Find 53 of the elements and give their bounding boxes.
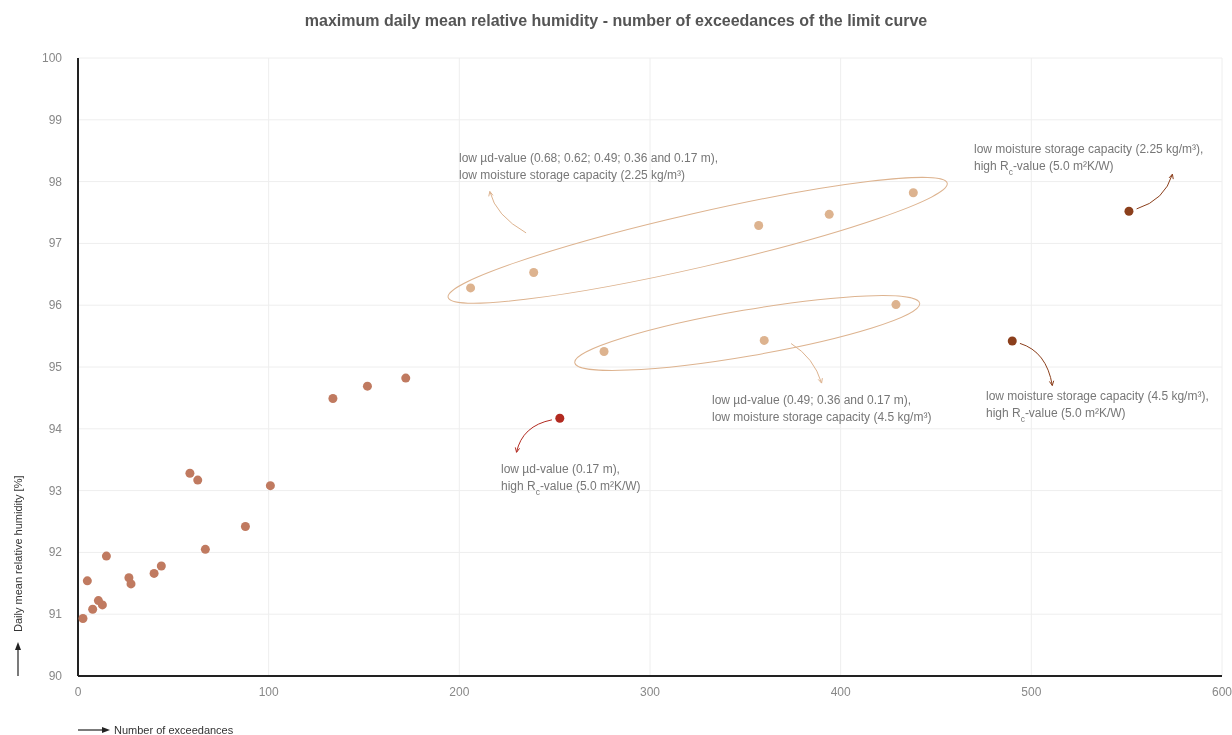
y-tick-label: 98	[48, 174, 63, 189]
y-tick-label: 92	[48, 545, 63, 560]
point	[1124, 206, 1134, 216]
y-tick-label: 90	[48, 669, 63, 683]
y-tick-label: 93	[48, 483, 63, 498]
x-axis-title: Number of exceedances	[114, 724, 234, 735]
y-tick-label: 100	[41, 51, 63, 65]
x-tick-label: 100	[258, 685, 279, 699]
point	[97, 600, 107, 610]
annotation: low µd-value (0.49; 0.36 and 0.17 m), low moisture storage capacity (4.5 kg/m³)	[712, 393, 932, 424]
y-tick-label: 99	[48, 112, 63, 127]
point	[328, 394, 338, 404]
x-tick-label: 300	[639, 685, 661, 699]
point	[555, 413, 565, 423]
point	[200, 544, 210, 554]
point	[193, 475, 203, 485]
point	[156, 561, 166, 571]
point	[78, 614, 88, 624]
point	[101, 551, 111, 561]
point	[759, 335, 769, 345]
point	[891, 300, 901, 310]
point	[824, 209, 834, 219]
point	[126, 579, 136, 589]
annotation: low moisture storage capacity (4.5 kg/m³), high R$_{c}$-value (5.0 m²K/W)	[986, 389, 1209, 424]
annotation: low µd-value (0.68; 0.62; 0.49; 0.36 and 0.17 m), low moisture storage capacity (2.25 kg/m³)	[459, 151, 719, 182]
point	[754, 220, 764, 230]
point	[401, 373, 411, 383]
point	[908, 188, 918, 198]
point	[88, 604, 98, 614]
y-tick-label: 97	[48, 236, 63, 251]
x-tick-label: 400	[830, 685, 851, 699]
point	[82, 576, 92, 586]
y-tick-label: 96	[48, 298, 63, 313]
annotation: low µd-value (0.17 m), high R$_{c}$-value (5.0 m²K/W)	[501, 462, 641, 497]
y-tick-label: 95	[48, 360, 63, 374]
point	[185, 468, 195, 478]
y-axis-title: Daily mean relative humidity [%]	[12, 475, 24, 632]
point	[240, 521, 250, 531]
point	[265, 481, 275, 491]
point	[599, 347, 609, 357]
y-tick-label: 91	[48, 607, 63, 622]
point	[529, 267, 539, 277]
x-tick-label: 0	[74, 685, 82, 699]
chart-title: maximum daily mean relative humidity - number of exceedances of the limit curve	[304, 12, 928, 29]
x-tick-label: 200	[449, 685, 470, 699]
x-tick-label: 600	[1211, 685, 1232, 699]
x-tick-label: 500	[1021, 685, 1042, 699]
point	[1007, 336, 1017, 346]
point	[362, 381, 372, 391]
annotation: low moisture storage capacity (2.25 kg/m³), high R$_{c}$-value (5.0 m²K/W)	[974, 142, 1204, 177]
y-tick-label: 94	[48, 421, 63, 436]
point	[466, 283, 476, 293]
point	[149, 568, 159, 578]
